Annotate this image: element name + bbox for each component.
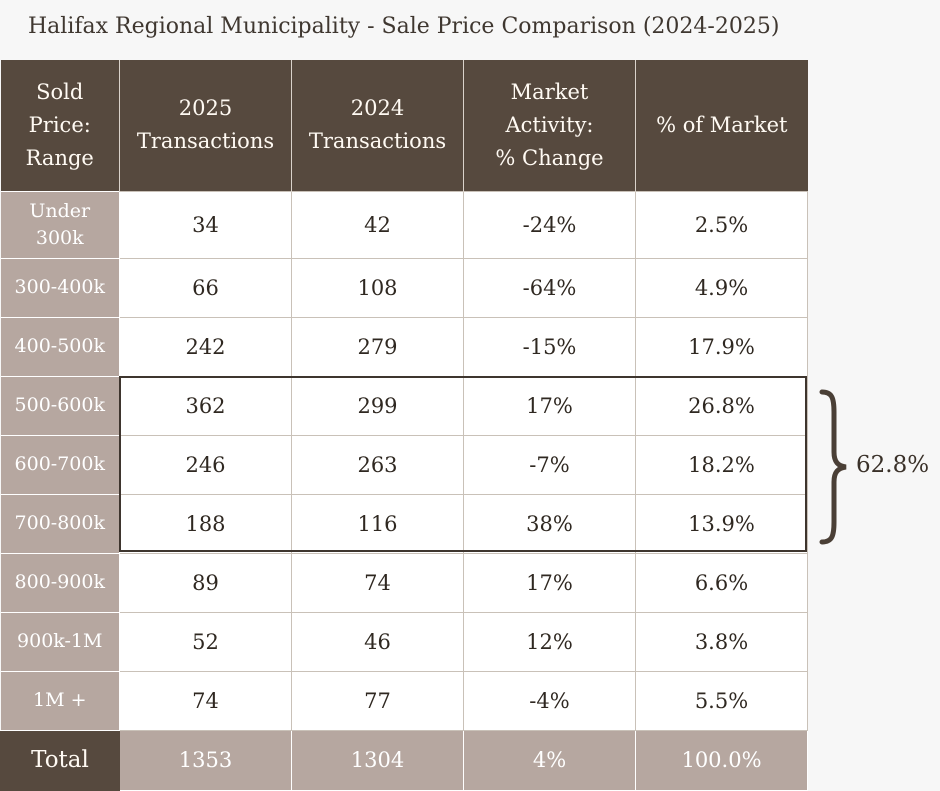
transactions-2025-cell: 242 (119, 316, 292, 377)
header-line: Transactions (308, 129, 447, 154)
table-row: 400-500k 242 279 -15% 17.9% (0, 316, 808, 377)
market-share-cell: 4.9% (635, 257, 808, 318)
header-sold-price-range: Sold Price: Range (0, 60, 120, 191)
table-row: 900k-1M 52 46 12% 3.8% (0, 611, 808, 672)
transactions-2024-cell: 108 (291, 257, 464, 318)
header-percent-of-market: % of Market (635, 60, 808, 191)
market-share-cell: 18.2% (635, 434, 808, 495)
transactions-2025-cell: 362 (119, 375, 292, 436)
change-cell: 12% (463, 611, 636, 672)
price-range-cell: 700-800k (0, 493, 120, 554)
change-cell: -7% (463, 434, 636, 495)
total-share-cell: 100.0% (635, 729, 808, 791)
total-2024-cell: 1304 (291, 729, 464, 791)
price-range-cell: 400-500k (0, 316, 120, 377)
market-share-cell: 13.9% (635, 493, 808, 554)
change-cell: 38% (463, 493, 636, 554)
transactions-2025-cell: 66 (119, 257, 292, 318)
transactions-2024-cell: 116 (291, 493, 464, 554)
price-range-cell: 1M + (0, 670, 120, 731)
header-line: Range (25, 145, 94, 170)
curly-brace-icon (819, 389, 847, 545)
header-2025-transactions: 2025 Transactions (119, 60, 292, 191)
header-market-activity-change: Market Activity: % Change (463, 60, 636, 191)
table-row: 1M + 74 77 -4% 5.5% (0, 670, 808, 731)
change-cell: -4% (463, 670, 636, 731)
table-row: 300-400k 66 108 -64% 4.9% (0, 257, 808, 318)
price-range-cell: 900k-1M (0, 611, 120, 672)
header-row: Sold Price: Range 2025 Transactions 2024… (0, 60, 808, 191)
total-change-cell: 4% (463, 729, 636, 791)
price-range-cell: 800-900k (0, 552, 120, 613)
header-line: Market (510, 79, 589, 104)
header-line: 2025 (178, 96, 233, 121)
header-line: Sold (36, 79, 84, 104)
range-line: Under (29, 199, 91, 222)
table-row: 500-600k 362 299 17% 26.8% (0, 375, 808, 436)
table-row: Under 300k 34 42 -24% 2.5% (0, 190, 808, 259)
table-row: 800-900k 89 74 17% 6.6% (0, 552, 808, 613)
transactions-2025-cell: 89 (119, 552, 292, 613)
transactions-2025-cell: 246 (119, 434, 292, 495)
transactions-2025-cell: 52 (119, 611, 292, 672)
price-range-cell: Under 300k (0, 190, 120, 259)
total-label: Total (0, 729, 120, 791)
price-range-cell: 600-700k (0, 434, 120, 495)
total-2025-cell: 1353 (119, 729, 292, 791)
transactions-2024-cell: 77 (291, 670, 464, 731)
range-line: 300k (35, 226, 84, 249)
total-row: Total 1353 1304 4% 100.0% (0, 729, 808, 791)
header-line: Transactions (136, 129, 275, 154)
transactions-2024-cell: 46 (291, 611, 464, 672)
market-share-cell: 3.8% (635, 611, 808, 672)
price-range-cell: 500-600k (0, 375, 120, 436)
highlight-share-label: 62.8% (856, 452, 930, 478)
market-share-cell: 17.9% (635, 316, 808, 377)
transactions-2024-cell: 42 (291, 190, 464, 259)
price-range-cell: 300-400k (0, 257, 120, 318)
transactions-2024-cell: 263 (291, 434, 464, 495)
change-cell: -64% (463, 257, 636, 318)
market-share-cell: 26.8% (635, 375, 808, 436)
header-line: % Change (495, 145, 604, 170)
transactions-2024-cell: 299 (291, 375, 464, 436)
transactions-2024-cell: 74 (291, 552, 464, 613)
header-line: Price: (28, 112, 91, 137)
header-line: Activity: (505, 112, 594, 137)
change-cell: -15% (463, 316, 636, 377)
page-title: Halifax Regional Municipality - Sale Pri… (28, 14, 780, 39)
transactions-2024-cell: 279 (291, 316, 464, 377)
market-share-cell: 2.5% (635, 190, 808, 259)
market-share-cell: 6.6% (635, 552, 808, 613)
header-line: % of Market (656, 112, 788, 137)
change-cell: 17% (463, 552, 636, 613)
transactions-2025-cell: 188 (119, 493, 292, 554)
sale-price-table: Sold Price: Range 2025 Transactions 2024… (0, 60, 808, 791)
transactions-2025-cell: 74 (119, 670, 292, 731)
table-row: 600-700k 246 263 -7% 18.2% (0, 434, 808, 495)
change-cell: -24% (463, 190, 636, 259)
table-row: 700-800k 188 116 38% 13.9% (0, 493, 808, 554)
header-2024-transactions: 2024 Transactions (291, 60, 464, 191)
transactions-2025-cell: 34 (119, 190, 292, 259)
market-share-cell: 5.5% (635, 670, 808, 731)
change-cell: 17% (463, 375, 636, 436)
header-line: 2024 (350, 96, 405, 121)
